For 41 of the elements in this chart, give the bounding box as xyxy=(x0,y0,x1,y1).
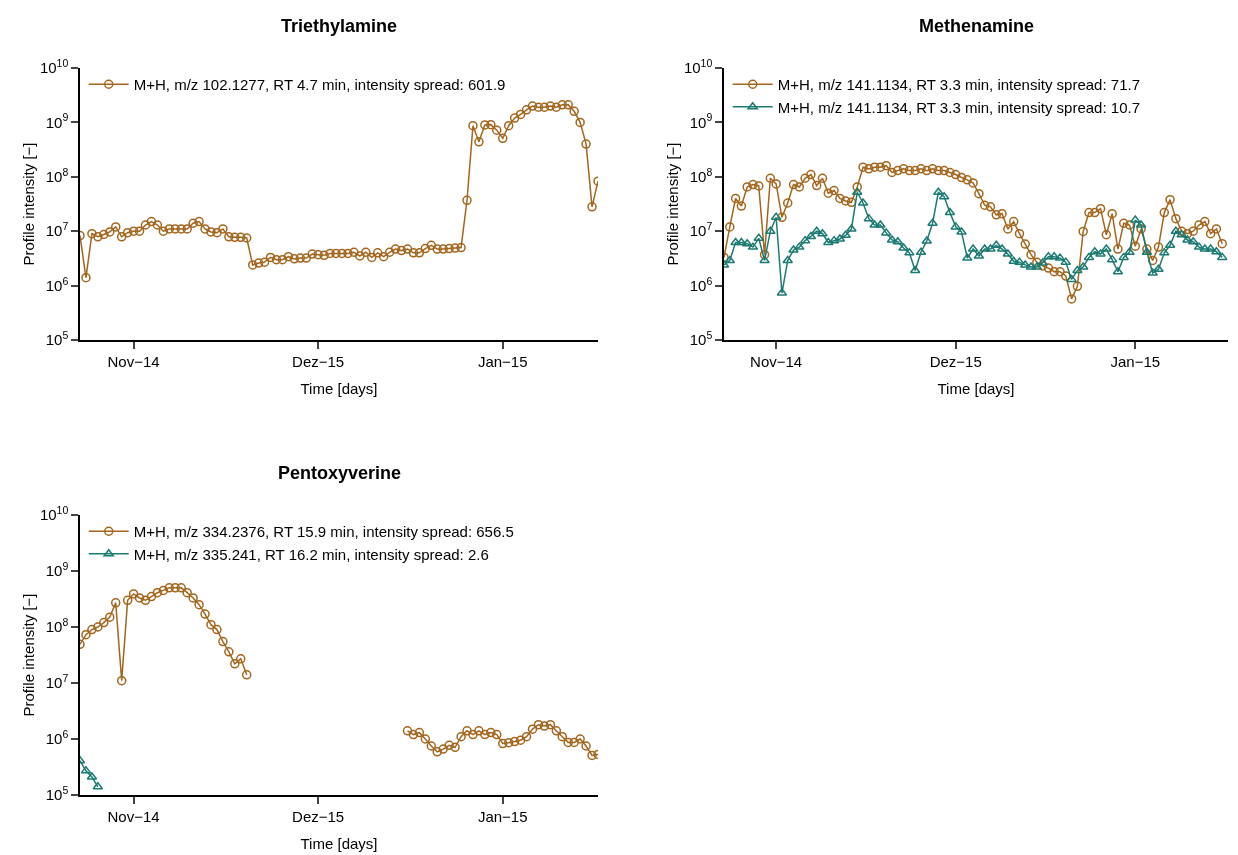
y-tick-label: 10$^{5}$ xyxy=(45,328,69,349)
legend-label: M+H, m/z 334.2376, RT 15.9 min, intensity spread: 656.5 xyxy=(133,523,514,541)
x-axis-title: Time [days] xyxy=(300,380,378,398)
y-tick-label: 10$^{9}$ xyxy=(45,111,69,131)
x-tick-label: Dez−15 xyxy=(292,807,345,825)
y-tick-label: 10$^{8}$ xyxy=(689,165,713,186)
x-tick-label: Nov−14 xyxy=(107,352,160,370)
y-tick-label: 10$^{7}$ xyxy=(45,220,69,240)
legend-label: M+H, m/z 102.1277, RT 4.7 min, intensity spread: 601.9 xyxy=(133,76,506,94)
x-tick-label: Jan−15 xyxy=(477,807,528,825)
x-tick-label: Nov−14 xyxy=(107,807,160,825)
y-tick-label: 10$^{6}$ xyxy=(45,274,69,294)
y-axis-title: Profile intensity [−] xyxy=(19,142,37,266)
y-tick-label: 10$^{5}$ xyxy=(45,783,69,804)
legend-label: M+H, m/z 335.241, RT 16.2 min, intensity spread: 2.6 xyxy=(133,545,489,563)
y-tick-label: 10$^{9}$ xyxy=(45,559,69,580)
chart-title: Triethylamine xyxy=(281,16,398,36)
y-tick-label: 10$^{7}$ xyxy=(45,671,69,692)
x-tick-label: Dez−15 xyxy=(929,352,982,370)
legend-label: M+H, m/z 141.1134, RT 3.3 min, intensity spread: 71.7 xyxy=(777,76,1140,94)
x-tick-label: Jan−15 xyxy=(477,352,528,370)
x-tick-label: Dez−15 xyxy=(292,352,345,370)
chart-title: Methenamine xyxy=(919,16,1035,36)
x-axis-title: Time [days] xyxy=(937,380,1015,398)
y-tick-label: 10$^{10}$ xyxy=(683,56,713,77)
y-tick-label: 10$^{10}$ xyxy=(39,503,69,524)
y-tick-label: 10$^{9}$ xyxy=(689,111,713,131)
legend-label: M+H, m/z 141.1134, RT 3.3 min, intensity spread: 10.7 xyxy=(777,98,1140,116)
y-tick-label: 10$^{5}$ xyxy=(689,328,713,349)
y-tick-label: 10$^{6}$ xyxy=(45,727,69,748)
y-tick-label: 10$^{8}$ xyxy=(45,165,69,186)
y-tick-label: 10$^{8}$ xyxy=(45,615,69,636)
x-tick-label: Nov−14 xyxy=(750,352,803,370)
x-axis-title: Time [days] xyxy=(300,835,378,853)
y-axis-title: Profile intensity [−] xyxy=(19,593,37,717)
y-tick-label: 10$^{6}$ xyxy=(689,274,713,294)
y-tick-label: 10$^{10}$ xyxy=(39,56,69,77)
x-tick-label: Jan−15 xyxy=(1110,352,1161,370)
chart-title: Pentoxyverine xyxy=(278,463,402,483)
y-tick-label: 10$^{7}$ xyxy=(689,220,713,240)
y-axis-title: Profile intensity [−] xyxy=(663,142,681,266)
